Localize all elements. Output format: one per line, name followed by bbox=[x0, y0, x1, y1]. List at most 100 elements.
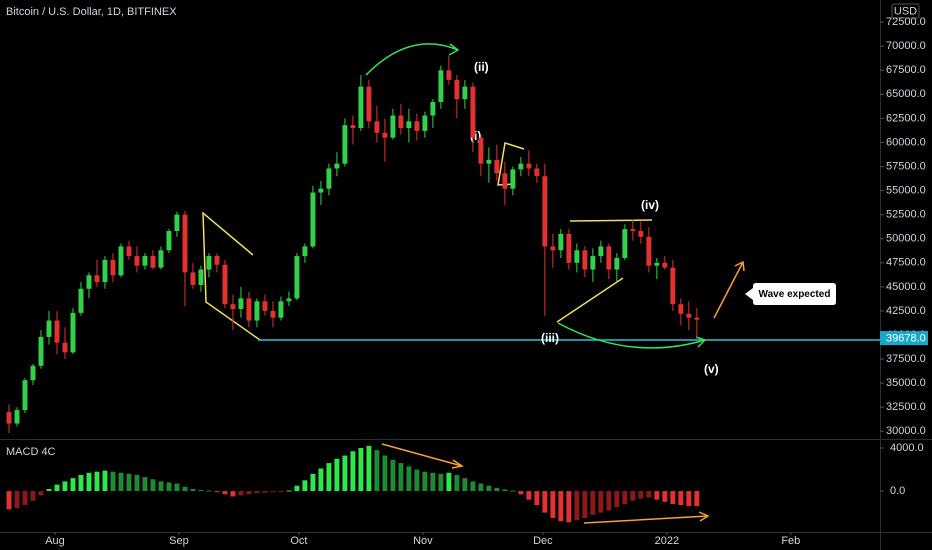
macd-bar bbox=[374, 450, 380, 492]
macd-bar bbox=[526, 491, 532, 500]
y-tick-label: 42500.0 bbox=[886, 305, 926, 317]
candle-body bbox=[358, 86, 364, 129]
candle-body bbox=[526, 163, 532, 169]
macd-bar bbox=[22, 491, 28, 506]
macd-bar bbox=[246, 491, 252, 495]
macd-bar bbox=[134, 474, 140, 492]
macd-bar bbox=[670, 491, 676, 504]
candle-body bbox=[534, 168, 540, 177]
candle-body bbox=[206, 256, 212, 270]
macd-bar bbox=[566, 491, 572, 523]
macd-bar bbox=[622, 491, 628, 504]
wave-label: (iii) bbox=[541, 331, 559, 345]
candle-body bbox=[630, 229, 636, 232]
y-tick-label: 4000.0 bbox=[890, 442, 924, 454]
macd-bar bbox=[430, 472, 436, 492]
candle-body bbox=[102, 259, 108, 283]
candle-body bbox=[222, 264, 228, 305]
y-tick-label: 62500.0 bbox=[886, 112, 926, 124]
yellow-line bbox=[556, 277, 624, 323]
macd-bar bbox=[606, 491, 612, 511]
macd-bar bbox=[190, 488, 196, 492]
candle-body bbox=[406, 121, 412, 129]
candle-body bbox=[470, 86, 476, 138]
candle-body bbox=[54, 320, 60, 343]
macd-bar bbox=[334, 458, 340, 492]
candle-body bbox=[310, 192, 316, 247]
y-tick-label: 65000.0 bbox=[886, 88, 926, 100]
candle-body bbox=[326, 168, 332, 189]
candle-body bbox=[286, 298, 292, 302]
macd-bar bbox=[470, 481, 476, 492]
last-price-label: 39678.0 bbox=[886, 333, 926, 345]
macd-bar bbox=[478, 483, 484, 492]
macd-bar bbox=[438, 473, 444, 492]
macd-bar bbox=[254, 491, 260, 494]
orange-arrow bbox=[381, 443, 463, 467]
green-arrow bbox=[557, 322, 706, 349]
candle-body bbox=[118, 246, 124, 276]
macd-bar bbox=[614, 491, 620, 508]
y-tick-label: 0.0 bbox=[890, 485, 905, 497]
arrow-head bbox=[698, 511, 710, 522]
macd-bar bbox=[62, 481, 68, 492]
candle-body bbox=[126, 246, 132, 257]
macd-bar bbox=[382, 455, 388, 492]
candle-body bbox=[142, 256, 148, 266]
yellow-line bbox=[569, 219, 653, 222]
wave-label: (v) bbox=[704, 362, 719, 376]
macd-bar bbox=[230, 491, 236, 497]
macd-bar bbox=[286, 490, 292, 492]
macd-bar bbox=[270, 491, 276, 493]
wave-label: (iv) bbox=[641, 198, 659, 212]
candle-body bbox=[238, 298, 244, 310]
candle-body bbox=[446, 70, 452, 80]
y-tick-label: 67500.0 bbox=[886, 64, 926, 76]
candle-body bbox=[214, 256, 220, 265]
candle-body bbox=[294, 256, 300, 299]
candle-body bbox=[190, 272, 196, 285]
macd-bar bbox=[214, 491, 220, 493]
y-tick-label: 30000.0 bbox=[886, 425, 926, 437]
candle-body bbox=[494, 159, 500, 174]
macd-bar bbox=[158, 481, 164, 492]
candle-body bbox=[38, 336, 44, 366]
macd-bar bbox=[358, 448, 364, 492]
macd-bar bbox=[534, 491, 540, 506]
y-tick-label: 50000.0 bbox=[886, 233, 926, 245]
candle-body bbox=[390, 115, 396, 138]
candle-body bbox=[158, 250, 164, 268]
candle-body bbox=[542, 176, 548, 247]
macd-bar bbox=[206, 490, 212, 492]
y-tick-label: 47500.0 bbox=[886, 257, 926, 269]
currency-box bbox=[891, 3, 920, 19]
candle-body bbox=[150, 256, 156, 268]
macd-bar bbox=[318, 468, 324, 492]
y-tick-label: 32500.0 bbox=[886, 401, 926, 413]
candle-body bbox=[454, 79, 460, 100]
candle-body bbox=[94, 275, 100, 283]
macd-bar bbox=[102, 470, 108, 492]
macd-bar bbox=[38, 491, 44, 496]
candle-body bbox=[174, 214, 180, 232]
candle-body bbox=[62, 342, 68, 353]
chart-title: Bitcoin / U.S. Dollar, 1D, BITFINEX bbox=[6, 6, 177, 18]
macd-bar bbox=[94, 471, 100, 492]
candle-body bbox=[78, 288, 84, 313]
macd-bar bbox=[662, 491, 668, 502]
macd-bar bbox=[678, 491, 684, 506]
arrow-head bbox=[451, 459, 464, 469]
y-tick-label: 45000.0 bbox=[886, 281, 926, 293]
callout-box bbox=[745, 283, 836, 305]
macd-bar bbox=[510, 490, 516, 492]
callout-text: Wave expected bbox=[759, 289, 831, 300]
x-tick-label: Sep bbox=[169, 535, 189, 547]
candle-body bbox=[46, 320, 52, 337]
macd-bar bbox=[518, 491, 524, 495]
macd-bar bbox=[446, 472, 452, 492]
x-tick-label: Dec bbox=[533, 535, 553, 547]
arrow-head bbox=[695, 336, 707, 348]
macd-bar bbox=[366, 445, 372, 492]
candle-body bbox=[14, 410, 20, 424]
macd-bar bbox=[54, 484, 60, 492]
